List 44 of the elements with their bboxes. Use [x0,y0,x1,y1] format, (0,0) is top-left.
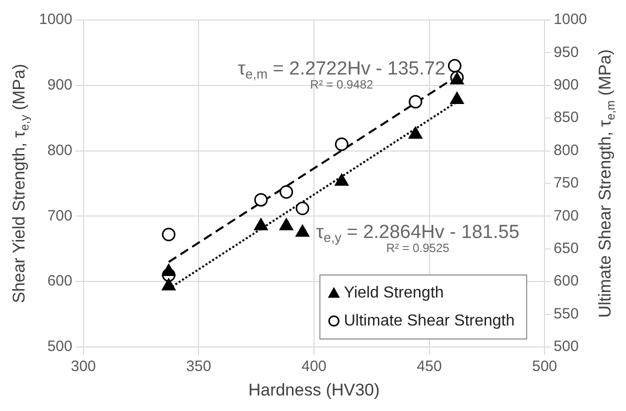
y-axis-title: Shear Yield Strength, τe,y (MPa) [10,64,32,304]
y-tick-label: 1000 [38,11,72,28]
x-tick-label: 500 [532,358,558,376]
y2-tick-label: 500 [554,338,579,356]
point [408,95,422,108]
y2-tick-label: 600 [554,272,579,290]
point [254,218,268,230]
y2-tick-label: 750 [554,174,579,192]
point [408,126,422,139]
y-tick-label: 600 [47,272,72,290]
x-axis-title: Hardness (HV30) [248,380,380,400]
point [280,185,294,199]
x-tick-label: 450 [416,358,442,376]
y-tick-label: 500 [47,338,72,356]
point [334,138,348,152]
legend-label: Ultimate Shear Strength [344,312,515,330]
annotation: R² = 0.9482 [310,78,374,92]
point [334,174,348,186]
y2-tick-label: 900 [554,76,579,94]
x-tick-label: 400 [301,358,327,376]
x-tick-label: 350 [186,358,212,376]
point [254,193,268,207]
y-tick-label: 900 [47,76,72,94]
point [162,228,176,242]
x-tick-label: 300 [70,358,96,376]
point [296,202,310,216]
point [296,224,310,237]
y2-tick-label: 700 [554,207,579,224]
point [162,264,176,276]
y-tick-label: 700 [47,207,72,224]
y2-axis-title: Ultimate Shear Strength, τe,m (MPa) [596,49,618,318]
annotation: R² = 0.9525 [386,241,450,256]
y2-tick-label: 800 [554,142,579,159]
point [448,59,462,73]
point [162,278,176,290]
y2-tick-label: 550 [554,305,579,322]
point [280,218,294,230]
y2-tick-label: 850 [554,109,579,126]
legend-label: Yield Strength [344,284,444,302]
y2-tick-label: 950 [554,44,579,61]
point [450,92,464,104]
y2-tick-label: 1000 [554,11,588,28]
y-tick-label: 800 [47,142,72,159]
y2-tick-label: 650 [554,240,579,258]
